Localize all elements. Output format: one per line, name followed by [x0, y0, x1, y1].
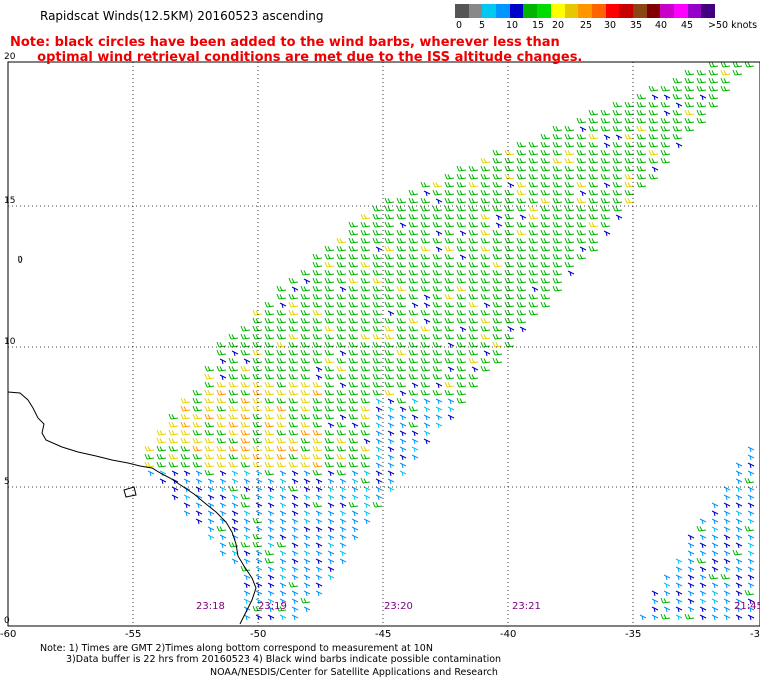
longitude-label: -45: [375, 629, 391, 640]
altitude-warning-note: Note: black circles have been added to t…: [10, 35, 583, 65]
swath-time-label: 23:18: [196, 601, 225, 612]
coastline: [7, 391, 257, 625]
swath-time-label: 23:20: [384, 601, 413, 612]
wind-barb-swath: [144, 61, 755, 621]
legend-label: 40: [655, 20, 668, 31]
swath-time-label: 23:21: [512, 601, 541, 612]
legend-swatch: [646, 4, 661, 18]
legend-swatch: [496, 4, 510, 18]
legend-label: 35: [630, 20, 643, 31]
legend-label: 10: [506, 20, 519, 31]
legend-swatch: [468, 4, 483, 18]
legend-label: >50 knots: [708, 20, 758, 31]
wind-speed-color-legend: [455, 4, 716, 18]
legend-swatch: [482, 4, 497, 18]
legend-swatch: [660, 4, 674, 18]
legend-swatch: [619, 4, 633, 18]
legend-swatch: [455, 4, 469, 18]
legend-label: 5: [479, 20, 486, 31]
wind-speed-legend-labels: 0 5 10 15 20 25 30 35 40 45 >50 knots: [452, 20, 757, 32]
longitude-label: -60: [0, 629, 16, 640]
legend-swatch: [550, 4, 565, 18]
legend-swatch: [509, 4, 524, 18]
legend-swatch: [674, 4, 688, 18]
legend-swatch: [591, 4, 606, 18]
latitude-label: 15: [4, 196, 15, 206]
latitude-tick-labels: 0 5 10 15 20: [4, 52, 16, 626]
legend-label: 30: [604, 20, 617, 31]
longitude-label: -50: [250, 629, 266, 640]
map-frame: [7, 61, 760, 627]
legend-label: 25: [580, 20, 593, 31]
swath-time-labels: 23:18 23:19 23:20 23:21 21:45: [196, 601, 760, 612]
map-grid: [8, 62, 760, 626]
legend-label: 20: [552, 20, 565, 31]
footer-note-line-1: Note: 1) Times are GMT 2)Times along bot…: [40, 643, 433, 654]
island-marker: [18, 255, 23, 263]
legend-swatch: [701, 4, 716, 18]
legend-swatch: [605, 4, 620, 18]
longitude-tick-labels: -60 -55 -50 -45 -40 -35 -30: [0, 629, 760, 640]
longitude-label: -30: [750, 629, 760, 640]
island-marker: [123, 486, 137, 498]
legend-label: 15: [532, 20, 545, 31]
latitude-label: 10: [4, 337, 16, 347]
longitude-label: -55: [125, 629, 141, 640]
footer-credit: NOAA/NESDIS/Center for Satellite Applica…: [210, 667, 498, 678]
longitude-label: -40: [500, 629, 516, 640]
latitude-label: 5: [4, 477, 10, 487]
latitude-label: 20: [4, 52, 16, 62]
swath-time-label: 23:19: [258, 601, 287, 612]
legend-swatch: [523, 4, 538, 18]
longitude-label: -35: [625, 629, 641, 640]
map-title: Rapidscat Winds(12.5KM) 20160523 ascendi…: [40, 9, 324, 23]
latitude-label: 0: [4, 616, 10, 626]
legend-swatch: [578, 4, 592, 18]
legend-swatch: [564, 4, 579, 18]
wind-barb-swath-secondary: [639, 446, 755, 621]
footer-note-line-2: 3)Data buffer is 22 hrs from 20160523 4)…: [66, 654, 502, 665]
legend-swatch: [537, 4, 551, 18]
legend-swatch: [632, 4, 647, 18]
legend-label: 45: [681, 20, 694, 31]
swath-time-label: 21:45: [734, 601, 760, 612]
legend-label: 0: [456, 20, 463, 31]
legend-swatch: [687, 4, 702, 18]
